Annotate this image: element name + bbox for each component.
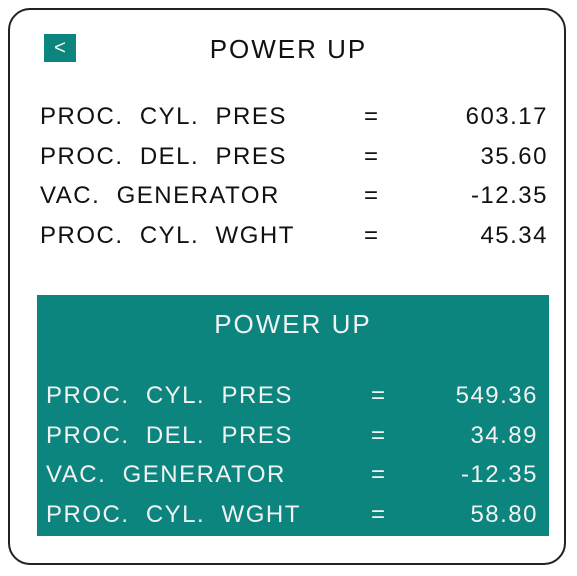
- reading-label: PROC. DEL. PRES: [46, 421, 293, 449]
- reading-row: VAC. GENERATOR = -12.35: [37, 461, 549, 491]
- equals-sign: =: [371, 382, 387, 409]
- reading-value: 35.60: [480, 142, 548, 170]
- reading-row: PROC. CYL. WGHT = 45.34: [0, 222, 577, 252]
- reading-row: PROC. CYL. PRES = 603.17: [0, 103, 577, 133]
- reading-row: PROC. DEL. PRES = 34.89: [37, 422, 549, 452]
- equals-sign: =: [364, 142, 380, 170]
- reading-label: PROC. CYL. WGHT: [40, 221, 295, 249]
- screen-frame: [8, 8, 566, 565]
- reading-value: 45.34: [480, 221, 548, 249]
- reading-row: PROC. CYL. PRES = 549.36: [37, 382, 549, 412]
- reading-value: -12.35: [470, 182, 548, 209]
- panel: POWER UP PROC. CYL. PRES = 549.36 PROC. DEL…: [37, 295, 549, 536]
- reading-label: PROC. CYL. WGHT: [46, 500, 301, 528]
- reading-value: 603.17: [465, 103, 548, 130]
- equals-sign: =: [364, 182, 380, 209]
- reading-label: PROC. DEL. PRES: [40, 142, 287, 170]
- equals-sign: =: [371, 421, 387, 449]
- reading-label: VAC. GENERATOR: [46, 461, 286, 488]
- reading-label: PROC. CYL. PRES: [46, 382, 293, 409]
- equals-sign: =: [364, 221, 380, 249]
- reading-label: VAC. GENERATOR: [40, 182, 280, 209]
- equals-sign: =: [371, 500, 387, 528]
- reading-row: PROC. DEL. PRES = 35.60: [0, 143, 577, 173]
- reading-label: PROC. CYL. PRES: [40, 103, 287, 130]
- reading-value: 58.80: [470, 500, 538, 528]
- panel-title: POWER UP: [209, 34, 368, 64]
- equals-sign: =: [371, 461, 387, 488]
- reading-value: 549.36: [455, 382, 538, 409]
- reading-value: -12.35: [460, 461, 538, 488]
- reading-row: VAC. GENERATOR = -12.35: [0, 182, 577, 212]
- reading-value: 34.89: [470, 421, 538, 449]
- back-button[interactable]: <: [44, 34, 76, 62]
- reading-row: PROC. CYL. WGHT = 58.80: [37, 501, 549, 531]
- panel-title: POWER UP: [214, 309, 372, 339]
- equals-sign: =: [364, 103, 380, 130]
